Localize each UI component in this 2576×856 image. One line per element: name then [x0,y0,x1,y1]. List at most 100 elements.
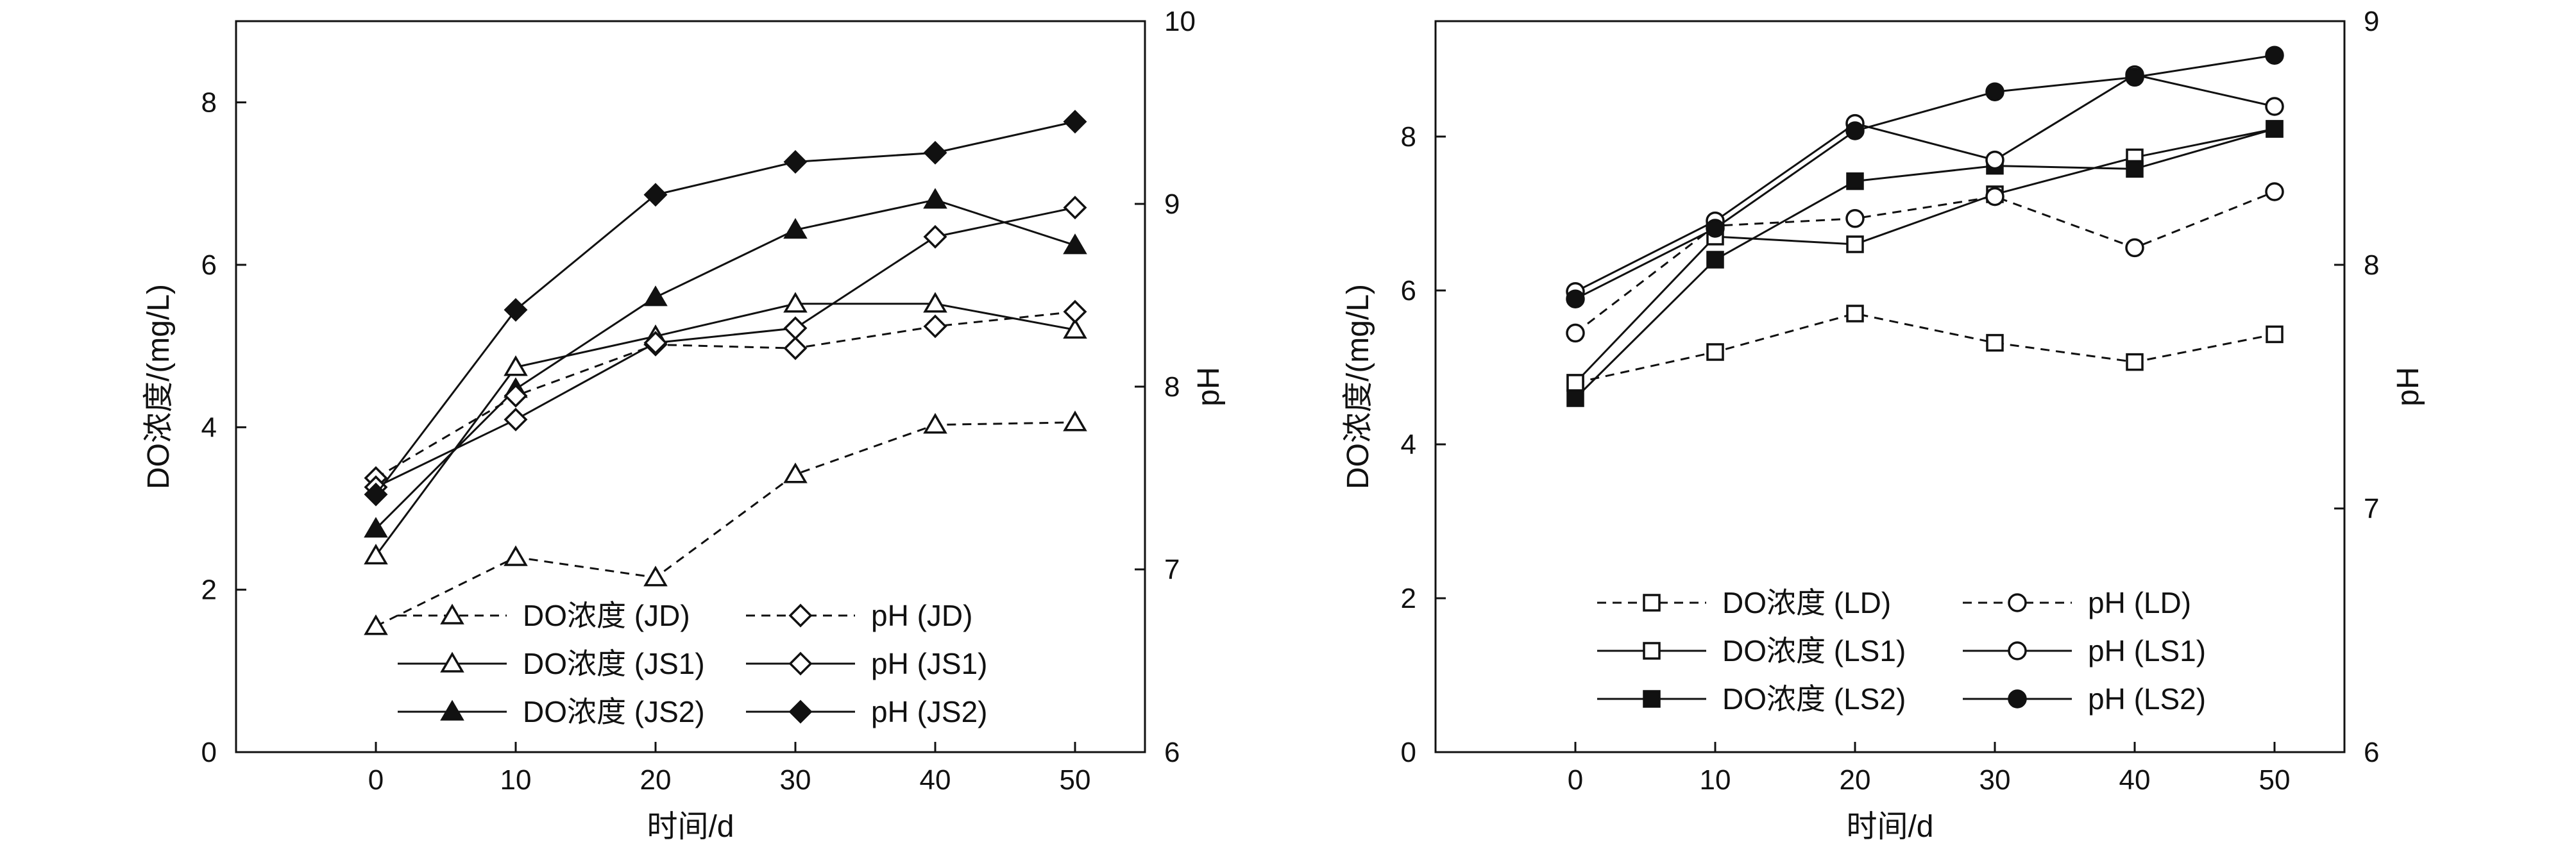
data-point [504,545,528,566]
data-point [2125,238,2144,258]
data-point [923,413,947,434]
data-point [504,383,528,408]
y-tick-label: 8 [1401,121,1416,153]
legend-marker [2008,689,2027,709]
panel-right: 0 10 20 30 40 50 0 2 4 6 8 6 7 8 9 时间/d DO浓度/(mg/L) pH DO浓… [1341,6,2425,844]
data-point [923,140,947,165]
data-point [783,336,808,360]
data-point [2126,353,2144,371]
series-0 [1566,305,2284,392]
data-point [2265,182,2284,201]
legend-marker [788,651,813,676]
series-line [1575,54,2275,300]
data-point [504,407,528,432]
data-point [1063,317,1087,339]
data-point [364,614,388,635]
data-point [1063,196,1087,220]
series-0 [364,410,1087,635]
legend-label: pH (LS2) [2088,682,2206,716]
data-point [783,462,808,483]
legend-marker [440,651,464,673]
x-tick-label: 20 [640,764,672,796]
x-tick-label: 0 [1568,764,1583,796]
y-tick-label: 2 [201,575,217,606]
y-right-tick-label: 10 [1164,6,1196,37]
data-point [2126,160,2144,178]
y-right-tick-label: 8 [1164,371,1180,403]
data-point [2265,46,2284,65]
x-tick-label: 50 [2259,764,2291,796]
legend: DO浓度 (LD) DO浓度 (LS1) DO浓度 (LS2) pH (LD) pH (… [1597,586,2206,716]
legend-label: pH (LD) [2088,586,2191,619]
data-point [1846,235,1864,253]
legend-label: pH (JS2) [871,695,987,728]
data-point [2125,67,2144,87]
data-point [783,292,808,313]
legend-label: DO浓度 (JS1) [523,647,705,680]
series-line [1575,190,2275,334]
data-point [1985,82,2004,101]
legend-label: DO浓度 (LS1) [1722,634,1906,667]
legend-label: DO浓度 (JD) [523,599,690,632]
data-point [923,292,947,313]
data-point [2265,97,2284,116]
data-point [2266,120,2284,138]
data-point [643,285,668,306]
legend-label: DO浓度 (JS2) [523,695,705,728]
data-point [2266,325,2284,344]
x-tick-label: 40 [2119,764,2151,796]
plot-frame [235,20,1146,753]
y-axis-label: DO浓度/(mg/L) [142,284,176,489]
legend-marker [2008,641,2027,660]
y-right-tick-label: 6 [2364,737,2379,768]
data-point [1845,209,1865,228]
data-point [1706,251,1724,269]
legend-label: pH (JD) [871,599,972,632]
legend-label: DO浓度 (LD) [1722,586,1891,619]
x-tick-label: 10 [1700,764,1731,796]
data-point [1063,410,1087,432]
series-2 [1566,120,2284,407]
y-right-tick-label: 7 [1164,554,1180,585]
data-point [1845,121,1865,140]
series-line [375,421,1076,628]
series-line [1575,74,2275,293]
y-tick-label: 6 [201,249,217,281]
x-tick-label: 20 [1840,764,1871,796]
legend-marker [440,700,464,721]
y-tick-label: 6 [1401,275,1416,306]
data-point [504,298,528,322]
data-point [1985,187,2004,206]
legend-marker [1643,690,1661,708]
y-tick-label: 0 [201,737,217,768]
series-line [375,303,1076,557]
data-point [1706,219,1725,238]
series-3 [364,299,1087,490]
series-2 [364,188,1087,538]
x-tick-label: 40 [920,764,951,796]
y-tick-label: 2 [1401,583,1416,614]
y-right-tick-label: 9 [1164,189,1180,220]
series-line [375,199,1076,530]
data-point [643,566,668,587]
data-point [504,355,528,376]
x-tick-label: 0 [368,764,384,796]
data-point [364,482,388,507]
data-point [1566,374,1584,392]
x-axis-label: 时间/d [1846,810,1933,844]
data-point [1566,323,1585,343]
series-line [375,310,1076,479]
y-tick-label: 0 [1401,737,1416,768]
y-right-axis-label: pH [2391,367,2425,406]
x-axis-label: 时间/d [647,810,734,844]
data-point [364,543,388,565]
data-point [1063,299,1087,324]
series-4 [364,196,1087,499]
plot-frame [1434,20,2346,753]
y-tick-label: 4 [201,412,217,443]
series-5 [364,110,1087,507]
series-line [375,121,1076,496]
data-point [923,314,947,339]
